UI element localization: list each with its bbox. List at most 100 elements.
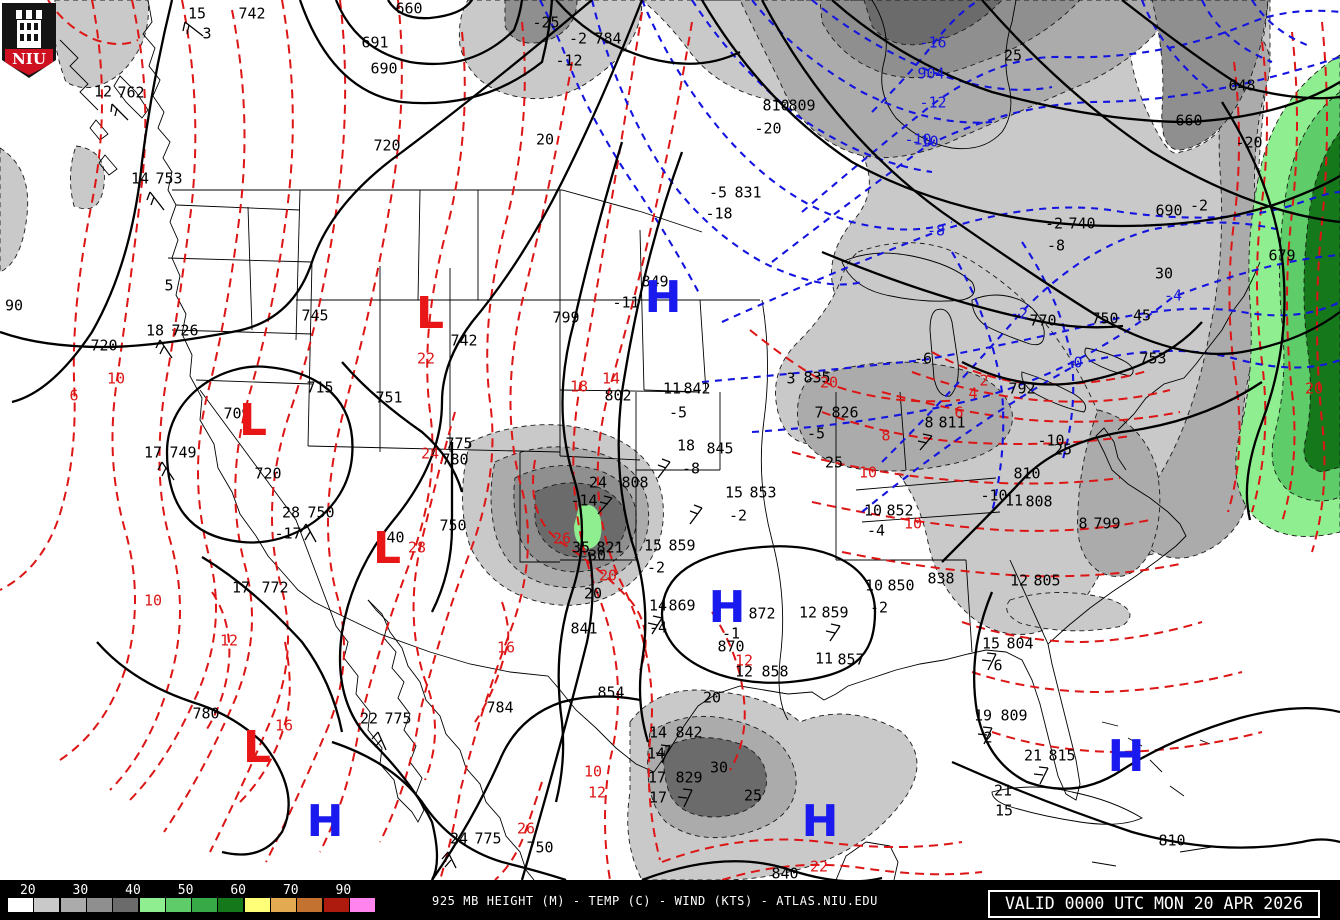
- contour-label: 6: [69, 386, 79, 405]
- contour-label: 0: [1073, 353, 1083, 372]
- contour-label: 15: [187, 4, 207, 23]
- contour-label: 750: [1091, 309, 1119, 328]
- contour-label: 11: [1004, 491, 1024, 510]
- contour-label: 25: [1003, 46, 1023, 65]
- contour-label: 726: [171, 321, 199, 340]
- colorbar-tick-label: 30: [72, 883, 89, 898]
- contour-label: 720: [90, 336, 118, 355]
- contour-label: 30: [709, 758, 729, 777]
- colorbar-tick-label: 90: [335, 883, 352, 898]
- map-canvas: [0, 0, 1340, 880]
- contour-label: 753: [1139, 349, 1167, 368]
- high-center-symbol: H: [306, 796, 344, 848]
- contour-label: 20: [598, 566, 618, 585]
- contour-label: 15: [724, 483, 744, 502]
- contour-label: 762: [117, 83, 145, 102]
- contour-label: 749: [169, 443, 197, 462]
- contour-label: 6: [954, 403, 964, 422]
- contour-label: 720: [373, 136, 401, 155]
- colorbar-swatch: [113, 898, 139, 912]
- contour-label: 7: [814, 403, 824, 422]
- contour-label: 10: [583, 762, 603, 781]
- contour-label: -2: [1044, 214, 1064, 233]
- contour-label: -2: [728, 506, 748, 525]
- contour-label: 16: [496, 638, 516, 657]
- contour-label: 28: [281, 503, 301, 522]
- contour-label: 17: [648, 788, 668, 807]
- contour-label: 22: [809, 857, 829, 876]
- contour-label: 841: [570, 619, 598, 638]
- contour-label: -2: [646, 558, 666, 577]
- contour-label: 24: [449, 829, 469, 848]
- contour-label: -6: [913, 349, 933, 368]
- contour-label: 815: [1048, 746, 1076, 765]
- contour-label: 750: [439, 516, 467, 535]
- colorbar-swatch: [139, 898, 165, 912]
- contour-label: 845: [706, 439, 734, 458]
- contour-label: 35: [571, 538, 591, 557]
- contour-label: 22: [416, 349, 436, 368]
- contour-label: 842: [675, 723, 703, 742]
- contour-label: -12: [919, 93, 947, 112]
- contour-label: 751: [375, 388, 403, 407]
- contour-label: 854: [597, 683, 625, 702]
- colorbar-swatch: [349, 898, 375, 912]
- contour-label: 26: [552, 529, 572, 548]
- colorbar-tick-label: 20: [19, 883, 36, 898]
- contour-label: 20: [702, 688, 722, 707]
- contour-label: 904: [917, 64, 945, 83]
- colorbar-swatch: [165, 898, 191, 912]
- contour-label: 740: [1068, 214, 1096, 233]
- low-center-symbol: L: [242, 722, 272, 774]
- contour-label: 838: [927, 569, 955, 588]
- contour-label: 24: [588, 473, 608, 492]
- contour-label: -2: [869, 598, 889, 617]
- contour-label: 26: [516, 819, 536, 838]
- contour-label: 826: [831, 403, 859, 422]
- contour-label: 12: [93, 82, 113, 101]
- contour-label: 859: [668, 536, 696, 555]
- contour-label: 12: [587, 783, 607, 802]
- contour-label: 857: [837, 650, 865, 669]
- contour-label: 4: [968, 384, 978, 403]
- high-center-symbol: H: [708, 582, 746, 634]
- colorbar-swatch: [86, 898, 112, 912]
- contour-label: 780: [192, 704, 220, 723]
- contour-label: 24: [420, 444, 440, 463]
- colorbar-swatch: [192, 898, 218, 912]
- contour-label: 809: [1000, 706, 1028, 725]
- contour-label: -1: [721, 624, 741, 643]
- contour-label: -8: [1046, 236, 1066, 255]
- contour-label: 17: [231, 578, 251, 597]
- contour-label: 14: [646, 744, 666, 763]
- colorbar-tick-label: 60: [230, 883, 246, 898]
- geography-layer: [59, 0, 1261, 880]
- contour-label: -4: [1163, 286, 1183, 305]
- contour-label: 690: [1155, 201, 1183, 220]
- contour-label: -10: [1037, 431, 1065, 450]
- contour-label: 22: [359, 709, 379, 728]
- contour-label: -8: [926, 221, 946, 240]
- contour-label: 869: [668, 596, 696, 615]
- contour-label: 753: [155, 169, 183, 188]
- contour-label: 30: [587, 546, 607, 565]
- contour-label: 660: [395, 0, 423, 18]
- contour-label: 10: [143, 591, 163, 610]
- high-center-symbol: H: [644, 272, 682, 324]
- contour-label: 742: [238, 4, 266, 23]
- contour-label: 18: [145, 321, 165, 340]
- niu-logo: NIU: [2, 3, 56, 78]
- colorbar-swatch: [323, 898, 349, 912]
- contour-label: -11: [612, 293, 640, 312]
- contour-label: 770: [1029, 311, 1057, 330]
- contour-label: 740: [377, 528, 405, 547]
- contour-label: 648: [1228, 76, 1256, 95]
- contour-label: 14: [601, 369, 621, 388]
- contour-label: 715: [306, 378, 334, 397]
- contour-label: 2: [979, 371, 989, 390]
- contour-label: 15: [994, 801, 1014, 820]
- contour-label: 660: [1175, 111, 1203, 130]
- contour-label: 742: [450, 331, 478, 350]
- colorbar-swatch: [244, 898, 270, 912]
